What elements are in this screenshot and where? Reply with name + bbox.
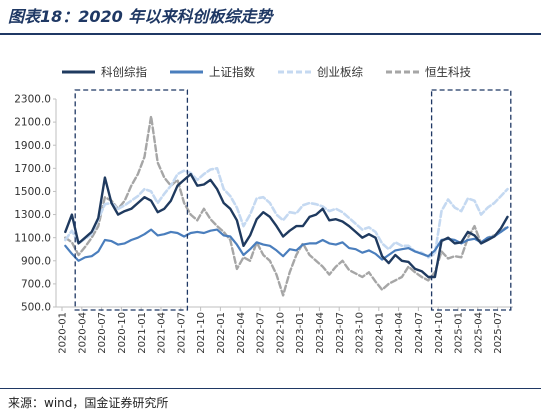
x-tick-label: 2023-07 [335, 312, 346, 354]
x-tick-label: 2023-01 [295, 312, 306, 354]
highlight-boxes [74, 89, 512, 311]
series-line-4 [64, 115, 509, 297]
x-tick-label: 2025-07 [493, 312, 504, 354]
source-note: 来源：wind，国金证券研究所 [8, 396, 169, 410]
x-tick-label: 2025-01 [454, 312, 465, 354]
x-tick-label: 2022-07 [256, 312, 267, 354]
y-tick-label: 900.0 [21, 255, 51, 267]
legend-label: 创业板综 [317, 65, 363, 79]
y-tick-label: 1500.0 [14, 186, 51, 198]
x-tick-label: 2021-04 [157, 312, 168, 354]
x-tick-label: 2024-07 [414, 312, 425, 354]
figure-title: 图表18：2020 年以来科创板综走势 [8, 7, 273, 26]
legend-label: 上证指数 [209, 65, 255, 79]
x-tick-label: 2022-01 [216, 312, 227, 354]
y-tick-label: 2100.0 [14, 117, 51, 129]
series-lines [64, 115, 509, 297]
legend-label: 科创综指 [101, 65, 147, 79]
x-tick-label: 2020-07 [97, 312, 108, 354]
x-tick-label: 2023-04 [315, 312, 326, 354]
y-tick-label: 700.0 [21, 278, 51, 290]
legend-item-2: 上证指数 [170, 65, 255, 79]
x-tick-label: 2021-10 [196, 312, 207, 354]
highlight-box-2 [430, 89, 512, 311]
legend-item-3: 创业板综 [278, 65, 363, 79]
y-axis-labels: 500.0 700.0 900.0 1100.0 1300.0 1500.0 1700.0 1… [14, 94, 56, 314]
x-tick-label: 2022-04 [236, 312, 247, 354]
x-tick-label: 2020-10 [117, 312, 128, 354]
legend-label: 恒生科技 [425, 65, 471, 79]
y-tick-label: 2300.0 [14, 94, 51, 106]
x-tick-label: 2020-04 [77, 312, 88, 354]
y-tick-label: 1300.0 [14, 209, 51, 221]
x-tick-label: 2022-10 [275, 312, 286, 354]
x-tick-label: 2021-01 [137, 312, 148, 354]
x-axis-labels: 2020-01 2020-04 2020-07 2020-10 2021-01 2021-… [58, 307, 504, 354]
y-tick-label: 1100.0 [14, 232, 51, 244]
y-tick-label: 1900.0 [14, 140, 51, 152]
legend-item-4: 恒生科技 [386, 65, 471, 79]
series-line-3 [64, 167, 509, 259]
x-tick-label: 2025-04 [473, 312, 484, 354]
x-tick-label: 2021-07 [176, 312, 187, 354]
highlight-box-1 [74, 89, 189, 311]
x-tick-label: 2020-01 [58, 312, 69, 354]
x-tick-label: 2024-10 [434, 312, 445, 354]
source-rule [0, 388, 541, 389]
y-tick-label: 500.0 [21, 302, 51, 314]
axes [55, 99, 513, 308]
x-tick-label: 2023-10 [355, 312, 366, 354]
series-line-1 [64, 172, 509, 279]
legend-item-1: 科创综指 [62, 65, 147, 79]
x-tick-label: 2024-04 [394, 312, 405, 354]
y-tick-label: 1700.0 [14, 163, 51, 175]
title-rule [0, 33, 541, 35]
legend: 科创综指 上证指数 创业板综 恒生科技 [62, 65, 471, 79]
series-line-2 [64, 226, 509, 262]
x-tick-label: 2024-01 [374, 312, 385, 354]
